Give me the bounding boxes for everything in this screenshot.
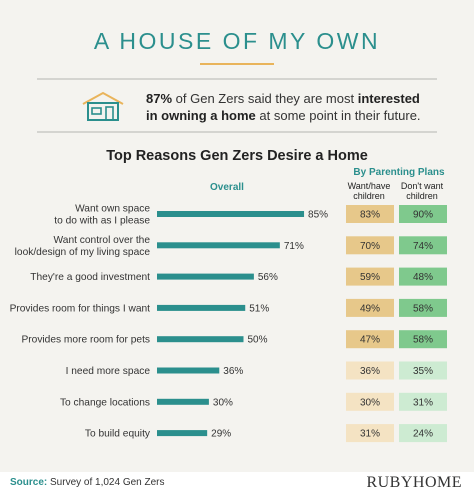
divider-top xyxy=(37,78,437,80)
overall-bar xyxy=(157,273,254,280)
dont-want-children-cell xyxy=(399,361,447,380)
category-label: They're a good investment xyxy=(30,272,150,283)
dont-want-children-cell xyxy=(399,205,447,223)
dont-want-children-cell xyxy=(399,298,447,317)
col2-header-line1: Don't want xyxy=(400,181,444,191)
overall-value-label: 85% xyxy=(308,210,328,221)
col2-header-line2: children xyxy=(406,191,438,201)
want-children-cell xyxy=(346,361,394,380)
overall-value-label: 36% xyxy=(223,366,243,377)
dont-want-children-cell xyxy=(399,267,447,286)
overall-value-label: 30% xyxy=(213,397,233,408)
overall-header: Overall xyxy=(210,182,244,193)
dont-want-children-cell xyxy=(399,330,447,349)
stat-text-1: of Gen Zers said they are most xyxy=(172,91,358,106)
dont-want-children-value: 48% xyxy=(413,272,433,283)
page-title: A HOUSE OF MY OWN xyxy=(93,28,381,54)
overall-bar xyxy=(157,304,246,311)
want-children-cell xyxy=(346,298,394,317)
overall-bar xyxy=(157,367,220,374)
stat-text-2: at some point in their future. xyxy=(255,108,421,123)
category-label: Provides more room for pets xyxy=(21,335,150,346)
dont-want-children-value: 35% xyxy=(413,366,433,377)
overall-value-label: 56% xyxy=(258,272,278,283)
want-children-cell xyxy=(346,267,394,286)
category-label: to do with as I please xyxy=(54,216,150,227)
col1-header: Want/have children xyxy=(344,181,394,201)
dont-want-children-value: 24% xyxy=(413,429,433,440)
dont-want-children-value: 90% xyxy=(413,210,433,221)
overall-bar xyxy=(157,336,244,343)
chart-title: Top Reasons Gen Zers Desire a Home xyxy=(106,148,368,164)
want-children-value: 31% xyxy=(360,429,380,440)
stat-bold-2: in owning a home xyxy=(146,108,256,123)
overall-value-label: 50% xyxy=(248,335,268,346)
stat-bold-1: interested xyxy=(357,91,420,106)
dont-want-children-cell xyxy=(399,392,447,411)
overall-value-label: 51% xyxy=(249,303,269,314)
dont-want-children-value: 58% xyxy=(413,303,433,314)
overall-value-label: 29% xyxy=(211,429,231,440)
title-underline xyxy=(200,63,274,65)
category-label: Want own space xyxy=(75,204,150,215)
source-note: Source: Survey of 1,024 Gen Zers xyxy=(10,477,165,488)
want-children-value: 47% xyxy=(360,335,380,346)
col1-header-line1: Want/have xyxy=(347,181,391,191)
dont-want-children-cell xyxy=(399,424,447,443)
want-children-value: 49% xyxy=(360,303,380,314)
want-children-cell xyxy=(346,424,394,443)
category-label: To build equity xyxy=(85,429,151,440)
want-children-cell xyxy=(346,205,394,223)
want-children-value: 59% xyxy=(360,272,380,283)
category-label: Want control over the xyxy=(54,235,151,246)
stat-lead: 87% xyxy=(146,91,173,106)
house-icon xyxy=(82,91,124,121)
want-children-value: 30% xyxy=(360,397,380,408)
footer-bar xyxy=(0,472,474,496)
parenting-plans-header: By Parenting Plans xyxy=(353,167,445,178)
category-label: To change locations xyxy=(60,397,150,408)
want-children-value: 36% xyxy=(360,366,380,377)
overall-bar xyxy=(157,398,209,405)
source-text: Survey of 1,024 Gen Zers xyxy=(47,477,165,488)
stat-statement: 87% of Gen Zers said they are most inter… xyxy=(146,90,436,124)
col1-header-line2: children xyxy=(353,191,385,201)
want-children-cell xyxy=(346,330,394,349)
want-children-value: 70% xyxy=(360,241,380,252)
dont-want-children-cell xyxy=(399,236,447,255)
dont-want-children-value: 31% xyxy=(413,397,433,408)
want-children-value: 83% xyxy=(360,210,380,221)
want-children-cell xyxy=(346,392,394,411)
category-label: Provides room for things I want xyxy=(10,303,151,314)
divider-bottom xyxy=(37,131,437,133)
overall-bar xyxy=(157,430,208,437)
overall-bar xyxy=(157,242,280,249)
want-children-cell xyxy=(346,236,394,255)
overall-bar xyxy=(157,211,305,217)
col2-header: Don't want children xyxy=(397,181,447,201)
brand-logo: RUBYHOME xyxy=(366,474,462,491)
overall-value-label: 71% xyxy=(284,241,304,252)
category-label: look/design of my living space xyxy=(15,247,151,258)
dont-want-children-value: 74% xyxy=(413,241,433,252)
source-label: Source: xyxy=(10,477,48,488)
dont-want-children-value: 58% xyxy=(413,335,433,346)
category-label: I need more space xyxy=(66,366,151,377)
